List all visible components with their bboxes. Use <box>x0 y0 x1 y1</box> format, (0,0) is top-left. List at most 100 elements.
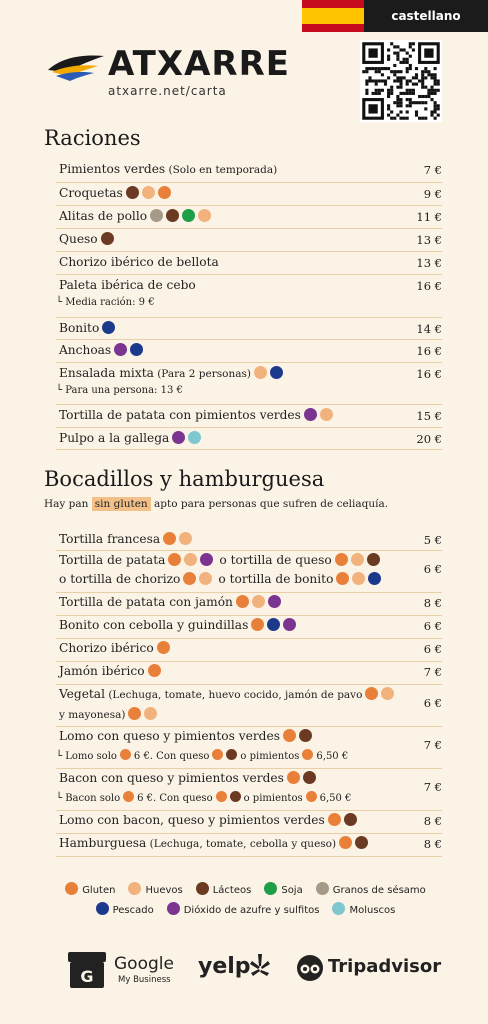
gluten-allergen-icon <box>286 771 300 784</box>
menu-item-row: Lomo con queso y pimientos verdes └ Lomo … <box>56 726 442 769</box>
menu-item-price: 11 € <box>416 210 442 224</box>
lacteos-allergen-icon <box>355 836 369 849</box>
allergen-legend-row-2: Pescado Dióxido de azufre y sulfitos Molus… <box>40 902 448 916</box>
menu-item-name: Chorizo ibérico <box>59 641 154 655</box>
spain-flag-icon <box>302 0 364 32</box>
menu-item: Hamburguesa (Lechuga, tomate, cebolla y … <box>59 836 369 850</box>
menu-item-price: 7 € <box>423 780 442 794</box>
menu-item-row: Bonito 14 € <box>56 317 442 340</box>
google-store-icon: G <box>68 952 106 988</box>
menu-item-sub-text: 6 €. Con queso <box>133 751 210 762</box>
menu-item: Tortilla francesa <box>59 532 193 546</box>
menu-item-row: Bonito con cebolla y guindillas 6 € <box>56 615 442 639</box>
sulfitos-allergen-icon <box>267 595 281 608</box>
menu-item-row: Hamburguesa (Lechuga, tomate, cebolla y … <box>56 833 442 857</box>
menu-item: Vegetal (Lechuga, tomate, huevo cocido, … <box>59 687 395 701</box>
huevos-allergen-icon <box>144 707 158 720</box>
menu-item-sub-text: o pimientos <box>243 793 303 804</box>
menu-item-alt-name: o tortilla de chorizo <box>59 572 181 586</box>
legend-label: Dióxido de azufre y sulfitos <box>183 905 320 916</box>
menu-item-sub-text: 6 €. Con queso <box>137 793 213 804</box>
menu-item-price: 7 € <box>423 665 442 679</box>
legend-item-huevos: Huevos <box>125 882 183 896</box>
menu-item-sub-text: └ Bacon solo <box>56 793 121 804</box>
gluten-note-highlight: sin gluten <box>91 497 151 511</box>
menu-item-row: Paleta ibérica de cebo 16 € └ Media ración… <box>56 274 442 318</box>
legend-item-gluten: Gluten <box>62 882 116 896</box>
qr-code[interactable] <box>360 40 442 122</box>
brand-bird-icon <box>48 55 104 81</box>
sesamo-allergen-icon <box>150 209 164 222</box>
menu-item-row: Chorizo ibérico 6 € <box>56 638 442 662</box>
sulfitos-allergen-icon <box>283 618 297 631</box>
menu-item-row: Bacon con queso y pimientos verdes └ Baco… <box>56 768 442 811</box>
moluscos-allergen-icon <box>332 902 346 915</box>
menu-item: Tortilla de patata con pimientos verdes <box>59 408 333 422</box>
menu-item-row: Pimientos verdes (Solo en temporada) 7 € <box>56 158 442 183</box>
svg-text:G: G <box>80 967 93 986</box>
gluten-note-pre: Hay pan <box>44 498 89 510</box>
menu-item-alt-name: o tortilla de queso <box>219 553 332 567</box>
menu-item-price: 14 € <box>416 322 442 336</box>
menu-item-line-2: y mayonesa) <box>59 707 158 721</box>
menu-item-price: 7 € <box>423 163 442 177</box>
menu-item-price: 8 € <box>423 837 442 851</box>
huevos-allergen-icon <box>184 553 198 566</box>
menu-item-row: Chorizo ibérico de bellota 13 € <box>56 251 442 275</box>
huevos-allergen-icon <box>251 595 265 608</box>
sesamo-allergen-icon <box>315 882 329 895</box>
brand-logo: ATXARRE atxarre.net/carta <box>46 44 289 104</box>
menu-item-name: Pulpo a la gallega <box>59 431 170 445</box>
menu-item-name: Tortilla de patata con pimientos verdes <box>59 408 301 422</box>
menu-item: Lomo con queso y pimientos verdes <box>59 729 312 743</box>
pescado-allergen-icon <box>368 572 382 585</box>
lacteos-allergen-icon <box>195 882 209 895</box>
gluten-allergen-icon <box>147 664 161 677</box>
tripadvisor-link[interactable]: Tripadvisor <box>296 952 441 988</box>
huevos-allergen-icon <box>179 532 193 545</box>
legend-label: Gluten <box>82 885 116 896</box>
huevos-allergen-icon <box>352 572 366 585</box>
sulfitos-allergen-icon <box>114 343 128 356</box>
gluten-allergen-icon <box>339 836 353 849</box>
gluten-note: Hay pan sin gluten apto para personas qu… <box>44 497 388 511</box>
gluten-allergen-icon <box>302 749 314 760</box>
legend-label: Lácteos <box>212 885 252 896</box>
menu-item: Anchoas <box>59 343 144 357</box>
menu-item-price: 20 € <box>416 432 442 446</box>
google-my-business-link[interactable]: G Google My Business <box>66 946 182 990</box>
menu-item-note: (Lechuga, tomate, cebolla y queso) <box>146 838 337 850</box>
menu-item: Pimientos verdes (Solo en temporada) <box>59 162 277 176</box>
menu-item-price: 7 € <box>423 738 442 752</box>
menu-item-name: Tortilla de patata <box>59 553 166 567</box>
huevos-allergen-icon <box>141 186 155 199</box>
menu-item: Bacon con queso y pimientos verdes <box>59 771 316 785</box>
pescado-allergen-icon <box>102 321 116 334</box>
yelp-link[interactable]: yelp <box>198 952 274 988</box>
menu-item-name: Croquetas <box>59 186 123 200</box>
lacteos-allergen-icon <box>366 553 380 566</box>
google-label: Google <box>114 954 174 974</box>
menu-item-name: Paleta ibérica de cebo <box>59 278 196 292</box>
moluscos-allergen-icon <box>188 431 202 444</box>
yelp-label: yelp <box>198 954 251 979</box>
lacteos-allergen-icon <box>298 729 312 742</box>
pescado-allergen-icon <box>267 618 281 631</box>
menu-item-price: 16 € <box>416 344 442 358</box>
menu-item-row: Croquetas 9 € <box>56 182 442 206</box>
menu-item-price: 5 € <box>423 533 442 547</box>
menu-item: Pulpo a la gallega <box>59 431 202 445</box>
menu-item-name: Bonito con cebolla y guindillas <box>59 618 249 632</box>
gluten-allergen-icon <box>157 186 171 199</box>
menu-item-row: Ensalada mixta (Para 2 personas) 16 € └ Pa… <box>56 362 442 405</box>
language-button[interactable]: castellano <box>364 0 488 32</box>
lacteos-allergen-icon <box>229 791 241 802</box>
gluten-allergen-icon <box>251 618 265 631</box>
menu-item-sub-text: └ Lomo solo <box>56 751 117 762</box>
brand-site[interactable]: atxarre.net/carta <box>108 84 227 98</box>
menu-item-sub: └ Bacon solo 6 €. Con queso o pimientos 6,5… <box>56 791 351 804</box>
menu-item-sub: └ Lomo solo 6 €. Con queso o pimientos 6,50… <box>56 749 348 762</box>
gluten-allergen-icon <box>183 572 197 585</box>
menu-item-row: Vegetal (Lechuga, tomate, huevo cocido, … <box>56 684 442 727</box>
legend-item-soja: Soja <box>261 882 303 896</box>
